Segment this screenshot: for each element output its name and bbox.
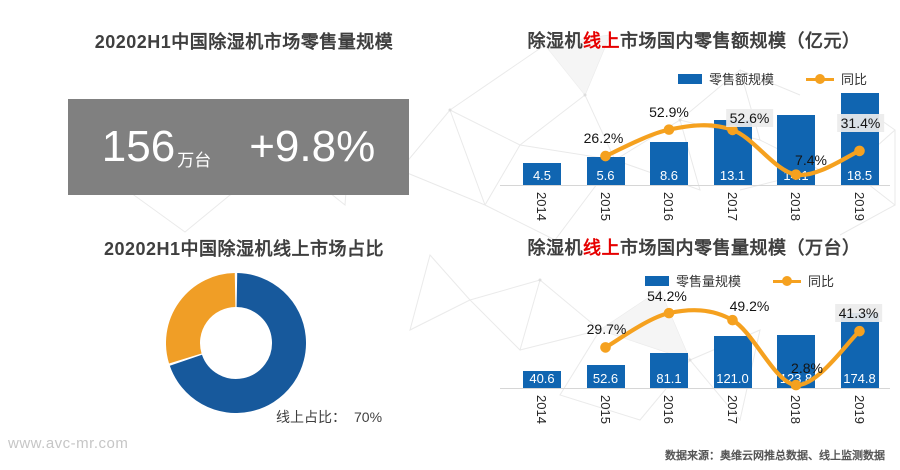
watermark: www.avc-mr.com bbox=[8, 435, 129, 452]
bar-2019: 18.5 bbox=[840, 92, 879, 185]
yoy-label-2018: 7.4% bbox=[795, 151, 827, 168]
yoy-point-2015 bbox=[600, 342, 611, 353]
bar-value-2017: 13.1 bbox=[719, 168, 746, 183]
yoy-point-2017 bbox=[727, 314, 738, 326]
bar-value-2014: 4.5 bbox=[532, 168, 552, 183]
summary-title: 20202H1中国除湿机市场零售量规模 bbox=[94, 32, 394, 52]
yoy-point-2018 bbox=[790, 379, 802, 391]
revenue-bar-line-chart: 零售额规模 同比 4.520145.620158.6201613.1201714… bbox=[495, 60, 895, 225]
yoy-point-2019 bbox=[854, 325, 865, 337]
x-axis-line bbox=[500, 185, 890, 186]
yoy-point-2016 bbox=[663, 307, 675, 319]
revenue-chart-title-prefix: 除湿机 bbox=[527, 31, 583, 51]
yoy-label-2019: 31.4% bbox=[836, 113, 885, 132]
bar-2016: 8.6 bbox=[650, 142, 688, 185]
revenue-chart-legend: 零售额规模 同比 bbox=[678, 69, 867, 88]
bar-2014: 4.5 bbox=[523, 162, 561, 185]
revenue-chart-title-highlight: 线上 bbox=[583, 31, 620, 51]
yoy-label-2017: 49.2% bbox=[729, 298, 770, 315]
bar-2014: 40.6 bbox=[523, 370, 561, 388]
summary-value: 156 bbox=[101, 122, 176, 171]
bar-value-2014: 40.6 bbox=[529, 370, 555, 386]
volume-chart-title-prefix: 除湿机 bbox=[527, 238, 583, 258]
yoy-line bbox=[600, 123, 865, 180]
volume-chart-title: 除湿机线上市场国内零售量规模（万台） bbox=[493, 234, 895, 260]
summary-growth: +9.8% bbox=[249, 122, 376, 171]
donut-segment-其他 bbox=[166, 273, 237, 364]
yoy-point-2019 bbox=[854, 145, 865, 157]
yoy-point-2017 bbox=[727, 124, 738, 136]
donut-share-label: 线上占比： 70% bbox=[276, 407, 382, 427]
donut-segment-线上 bbox=[169, 273, 306, 413]
donut-share-value: 70% bbox=[354, 409, 383, 425]
bar-2015: 5.6 bbox=[586, 157, 625, 185]
yoy-label-2015: 26.2% bbox=[583, 130, 624, 147]
donut-chart bbox=[166, 273, 306, 413]
yoy-point-2018 bbox=[790, 169, 802, 180]
revenue-chart-title-suffix: 市场国内零售额规模（亿元） bbox=[620, 31, 861, 51]
yoy-label-2016: 54.2% bbox=[647, 288, 687, 305]
bar-value-2016: 81.1 bbox=[656, 370, 682, 386]
bar-2016: 81.1 bbox=[650, 353, 688, 388]
bar-value-2019: 18.5 bbox=[846, 168, 873, 183]
yoy-label-2019: 41.3% bbox=[834, 304, 883, 323]
donut-title: 20202H1中国除湿机线上市场占比 bbox=[103, 239, 385, 259]
yoy-label-2016: 52.9% bbox=[649, 103, 689, 120]
data-source-note: 数据来源：奥维云网推总数据、线上监测数据 bbox=[665, 450, 885, 462]
bar-2019: 174.8 bbox=[840, 312, 879, 388]
volume-chart-legend: 零售量规模 同比 bbox=[645, 271, 834, 290]
x-axis-line bbox=[500, 388, 890, 389]
yoy-point-2016 bbox=[663, 124, 675, 135]
volume-bar-line-chart: 零售量规模 同比 40.6 2014 52.6 2015 81.1 2016 121.0 20… bbox=[495, 263, 895, 428]
line-legend-label: 同比 bbox=[841, 72, 868, 87]
line-legend-swatch bbox=[806, 73, 835, 85]
bar-value-2019: 174.8 bbox=[843, 370, 876, 386]
volume-chart-title-highlight: 线上 bbox=[583, 238, 620, 258]
yoy-label-2015: 29.7% bbox=[586, 321, 627, 338]
bar-legend-swatch bbox=[678, 73, 702, 84]
volume-chart-title-suffix: 市场国内零售量规模（万台） bbox=[620, 238, 861, 258]
bar-value-2015: 5.6 bbox=[596, 168, 615, 183]
bar-value-2016: 8.6 bbox=[659, 168, 679, 183]
bar-legend-swatch bbox=[645, 275, 669, 286]
yoy-label-2018: 2.8% bbox=[791, 360, 823, 377]
line-legend-label: 同比 bbox=[808, 274, 835, 289]
yoy-line bbox=[600, 307, 865, 391]
summary-unit: 万台 bbox=[177, 150, 212, 170]
line-legend-swatch bbox=[773, 275, 802, 287]
bar-value-2017: 121.0 bbox=[716, 370, 749, 386]
bar-value-2015: 52.6 bbox=[592, 370, 619, 386]
bar-legend-label: 零售额规模 bbox=[709, 72, 775, 87]
revenue-chart-title: 除湿机线上市场国内零售额规模（亿元） bbox=[493, 27, 895, 53]
summary-value-box: 156 万台 +9.8% bbox=[68, 99, 409, 195]
bar-2015: 52.6 bbox=[586, 365, 625, 388]
donut-share-label-text: 线上占比： bbox=[276, 409, 346, 425]
yoy-point-2015 bbox=[600, 150, 611, 162]
bar-legend-label: 零售量规模 bbox=[676, 274, 742, 289]
bar-2017: 121.0 bbox=[713, 335, 752, 388]
yoy-label-2017: 52.6% bbox=[725, 108, 774, 127]
